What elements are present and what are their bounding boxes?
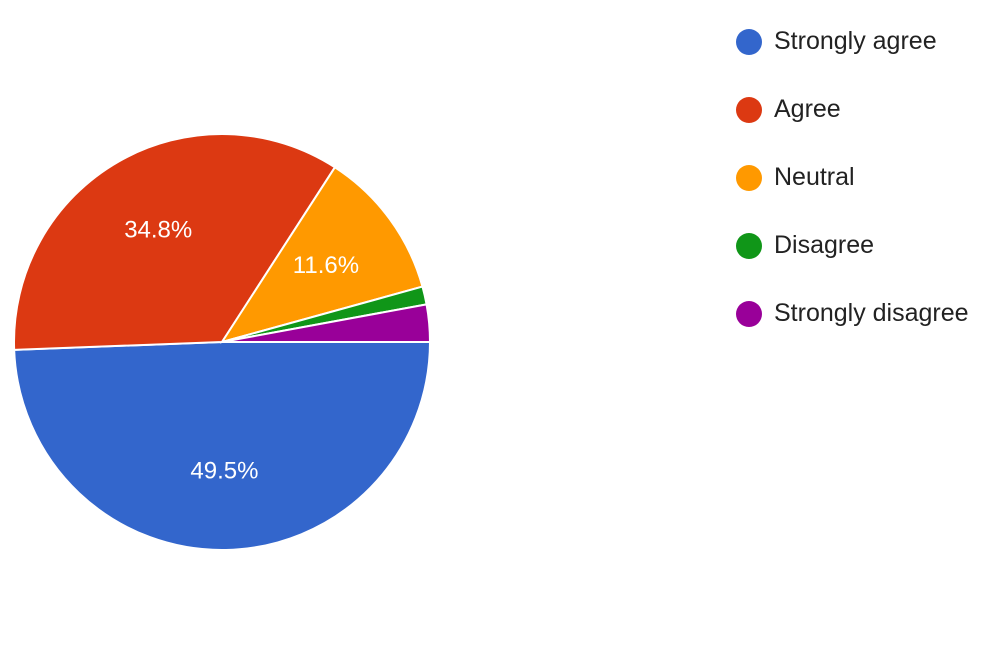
legend-item-agree: Agree	[736, 92, 996, 127]
legend-label: Disagree	[774, 231, 875, 259]
legend-item-strongly-disagree: Strongly disagree	[736, 296, 996, 331]
legend-label: Strongly disagree	[774, 299, 969, 327]
pie-slice-neutral	[219, 165, 424, 344]
data-label-agree: 34.8%	[124, 216, 192, 243]
legend: Strongly agree Agree Neutral Disagree Strong…	[736, 24, 996, 364]
pie-slice-strongly-disagree	[221, 303, 432, 343]
legend-swatch-icon	[736, 232, 762, 259]
pie-slice-strongly-agree	[13, 341, 432, 551]
legend-item-neutral: Neutral	[736, 160, 996, 195]
legend-label: Strongly agree	[774, 27, 937, 55]
legend-item-strongly-agree: Strongly agree	[736, 24, 996, 59]
legend-swatch-icon	[736, 164, 762, 191]
legend-swatch-icon	[736, 96, 762, 123]
legend-label: Neutral	[774, 163, 855, 191]
pie-slice-agree	[13, 132, 337, 351]
data-label-strongly-agree: 49.5%	[190, 457, 258, 484]
legend-label: Agree	[774, 95, 841, 123]
data-label-neutral: 11.6%	[293, 252, 359, 279]
legend-swatch-icon	[736, 300, 762, 327]
legend-swatch-icon	[736, 28, 762, 55]
legend-item-disagree: Disagree	[736, 228, 996, 263]
